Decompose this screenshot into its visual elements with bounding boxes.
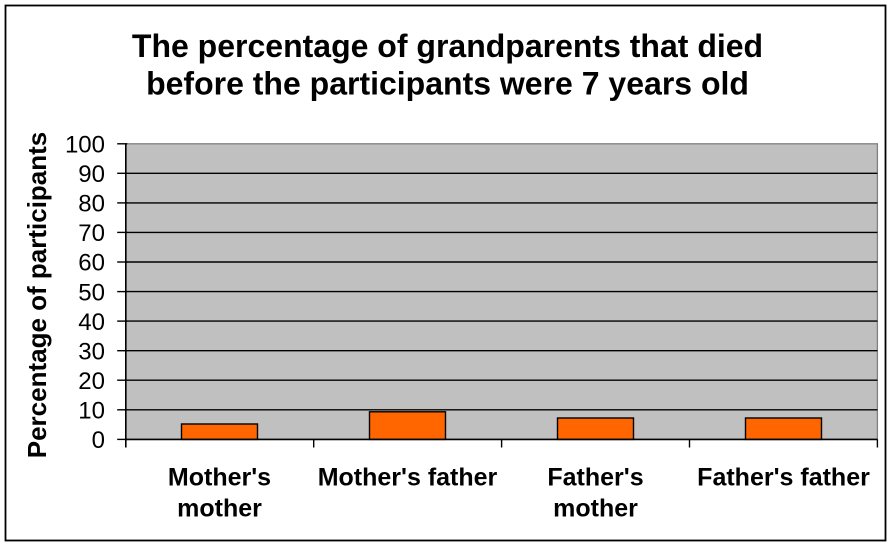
svg-text:80: 80: [78, 191, 105, 218]
svg-text:0: 0: [92, 427, 105, 454]
svg-text:50: 50: [78, 279, 105, 306]
svg-text:The percentage of grandparents: The percentage of grandparents that died: [132, 28, 763, 64]
svg-text:Father's: Father's: [547, 463, 643, 491]
svg-text:70: 70: [78, 220, 105, 247]
svg-text:Father's father: Father's father: [697, 463, 870, 491]
svg-text:90: 90: [78, 161, 105, 188]
svg-text:10: 10: [78, 398, 105, 425]
svg-text:20: 20: [78, 368, 105, 395]
svg-text:mother: mother: [553, 495, 638, 523]
svg-text:mother: mother: [177, 495, 262, 523]
svg-text:before the participants were 7: before the participants were 7 years old: [146, 65, 749, 101]
svg-text:40: 40: [78, 309, 105, 336]
svg-text:60: 60: [78, 250, 105, 277]
svg-text:100: 100: [65, 132, 105, 159]
svg-text:Mother's father: Mother's father: [318, 463, 498, 491]
svg-text:Mother's: Mother's: [168, 463, 271, 491]
svg-text:Percentage of participants: Percentage of participants: [22, 132, 52, 459]
svg-text:30: 30: [78, 338, 105, 365]
